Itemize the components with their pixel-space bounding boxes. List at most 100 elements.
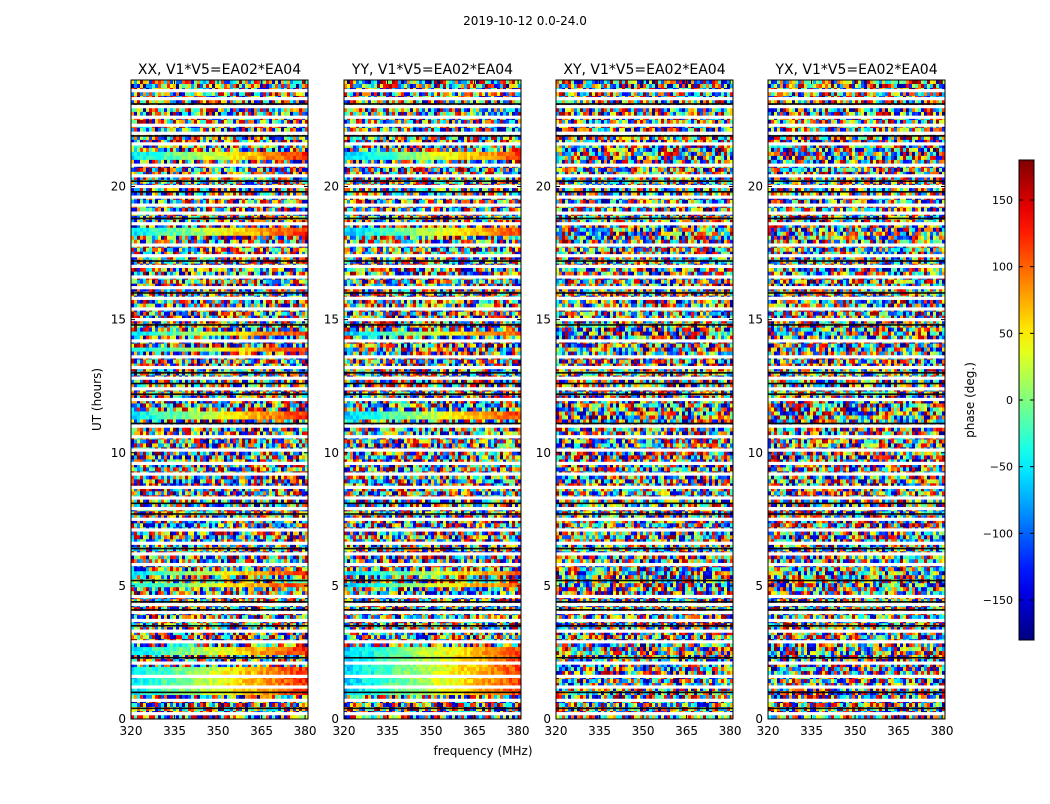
phase-cell: [257, 227, 261, 233]
phase-cell: [173, 319, 177, 325]
phase-cell: [146, 127, 150, 133]
phase-cell: [302, 267, 306, 273]
phase-cell: [239, 99, 243, 105]
phase-cell: [281, 179, 285, 185]
phase-cell: [188, 319, 192, 325]
phase-cell: [266, 303, 270, 309]
phase-cell: [182, 279, 186, 285]
phase-cell: [299, 283, 303, 289]
phase-cell: [227, 171, 231, 177]
phase-cell: [272, 351, 276, 356]
phase-cell: [137, 235, 141, 241]
phase-cell: [188, 303, 192, 309]
phase-cell: [296, 335, 300, 340]
phase-cell: [173, 383, 177, 388]
phase-cell: [182, 231, 186, 237]
phase-cell: [173, 179, 177, 185]
phase-cell: [209, 299, 213, 305]
phase-cell: [269, 395, 273, 400]
phase-cell: [173, 311, 177, 317]
phase-cell: [209, 411, 213, 416]
phase-cell: [275, 227, 279, 233]
phase-cell: [302, 287, 306, 293]
phase-cell: [218, 303, 222, 309]
phase-cell: [206, 379, 210, 384]
phase-cell: [146, 415, 150, 420]
phase-cell: [200, 223, 204, 229]
phase-cell: [185, 415, 189, 420]
phase-cell: [146, 80, 150, 85]
phase-cell: [173, 119, 177, 125]
phase-cell: [140, 259, 144, 265]
phase-cell: [257, 175, 261, 181]
phase-cell: [161, 267, 165, 273]
phase-cell: [293, 175, 297, 181]
phase-cell: [188, 167, 192, 173]
phase-cell: [191, 219, 195, 225]
phase-cell: [182, 187, 186, 193]
phase-cell: [272, 371, 276, 376]
phase-cell: [152, 227, 156, 233]
phase-cell: [284, 343, 288, 348]
phase-cell: [137, 407, 141, 412]
phase-cell: [275, 383, 279, 388]
phase-cell: [194, 219, 198, 225]
phase-cell: [302, 91, 306, 97]
phase-cell: [239, 315, 243, 321]
phase-cell: [200, 231, 204, 237]
phase-cell: [206, 119, 210, 125]
phase-cell: [182, 207, 186, 213]
phase-cell: [152, 259, 156, 265]
phase-cell: [227, 395, 231, 400]
phase-cell: [272, 331, 276, 336]
phase-cell: [149, 135, 153, 141]
phase-cell: [242, 83, 246, 89]
phase-cell: [254, 363, 258, 368]
phase-cell: [137, 155, 141, 161]
phase-cell: [140, 267, 144, 273]
phase-cell: [182, 291, 186, 297]
phase-cell: [140, 223, 144, 229]
phase-cell: [146, 167, 150, 173]
phase-cell: [236, 351, 240, 356]
phase-cell: [236, 379, 240, 384]
phase-cell: [167, 255, 171, 261]
phase-cell: [206, 415, 210, 420]
phase-cell: [161, 403, 165, 408]
phase-cell: [206, 267, 210, 273]
phase-cell: [146, 327, 150, 332]
phase-cell: [263, 227, 267, 233]
phase-cell: [137, 303, 141, 309]
phase-cell: [233, 127, 237, 133]
phase-cell: [266, 371, 270, 376]
phase-cell: [179, 127, 183, 133]
phase-cell: [278, 291, 282, 297]
phase-cell: [224, 187, 228, 193]
phase-cell: [146, 83, 150, 89]
phase-cell: [299, 99, 303, 105]
phase-cell: [230, 171, 234, 177]
phase-cell: [188, 219, 192, 225]
phase-cell: [152, 415, 156, 420]
phase-cell: [212, 227, 216, 233]
phase-cell: [290, 399, 294, 404]
phase-cell: [212, 359, 216, 364]
phase-cell: [161, 287, 165, 293]
phase-cell: [167, 80, 171, 85]
phase-cell: [134, 223, 138, 229]
phase-cell: [218, 383, 222, 388]
phase-cell: [239, 303, 243, 309]
phase-cell: [167, 407, 171, 412]
phase-cell: [290, 99, 294, 105]
phase-cell: [257, 371, 261, 376]
phase-cell: [287, 151, 291, 157]
phase-cell: [227, 383, 231, 388]
phase-cell: [224, 371, 228, 376]
phase-cell: [191, 143, 195, 149]
phase-cell: [287, 343, 291, 348]
phase-cell: [221, 191, 225, 197]
phase-cell: [149, 83, 153, 89]
phase-cell: [185, 311, 189, 317]
phase-cell: [137, 399, 141, 404]
phase-cell: [218, 347, 222, 352]
